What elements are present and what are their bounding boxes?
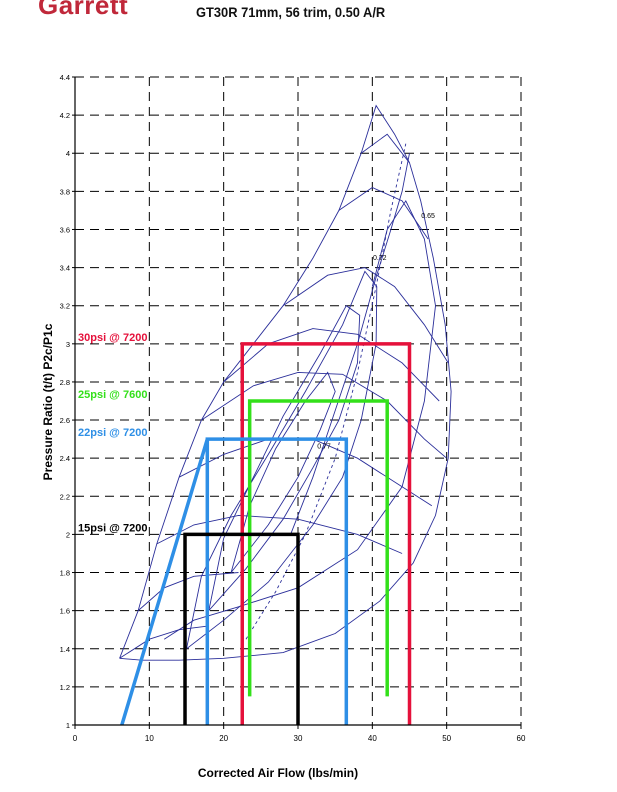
y-axis-label: Pressure Ratio (t/t) P2c/P1c	[41, 323, 55, 480]
axes: 0 10 20 30 40 50 60 1 1.2 1.4 1.6 1.8 2 2.2 2.4 2.6 2.8 3…	[60, 73, 526, 743]
x-axis-label: Corrected Air Flow (lbs/min)	[198, 766, 358, 780]
y-tick-label: 1.8	[60, 569, 70, 578]
boost-rect-22psi	[205, 437, 349, 725]
speed-line	[201, 371, 447, 459]
boost-rect-15psi	[183, 532, 300, 725]
y-tick-label: 2	[66, 530, 70, 539]
y-tick-label: 3.2	[60, 302, 70, 311]
map-outline	[119, 104, 452, 661]
y-tick-label: 3.8	[60, 187, 70, 196]
y-tick-label: 3	[66, 340, 70, 349]
efficiency-island	[290, 153, 410, 535]
efficiency-island	[186, 270, 378, 650]
y-tick-label: 4.2	[60, 111, 70, 120]
x-tick-label: 60	[517, 734, 526, 743]
speed-line	[223, 328, 440, 402]
speed-line	[156, 514, 403, 554]
x-tick-label: 10	[145, 734, 154, 743]
series-label: 22psi @ 7200	[78, 427, 147, 439]
y-tick-label: 3.6	[60, 225, 70, 234]
series-label: 30psi @ 7200	[78, 332, 147, 344]
y-tick-label: 2.6	[60, 416, 70, 425]
x-tick-label: 50	[442, 734, 451, 743]
speed-line	[360, 133, 410, 164]
x-tick-label: 40	[368, 734, 377, 743]
x-tick-label: 30	[294, 734, 303, 743]
y-tick-label: 1	[66, 721, 70, 730]
y-tick-label: 2.8	[60, 378, 70, 387]
efficiency-island	[230, 371, 336, 573]
efficiency-label: 0.65	[421, 213, 435, 220]
series-labels: 30psi @ 7200 25psi @ 7600 22psi @ 7200 15ps…	[78, 332, 147, 535]
efficiency-label: 0.77	[317, 444, 331, 451]
chart-title: GT30R 71mm, 56 trim, 0.50 A/R	[196, 4, 386, 20]
y-tick-label: 1.4	[60, 645, 70, 654]
y-tick-label: 2.2	[60, 492, 70, 501]
spool-line	[120, 438, 209, 726]
efficiency-island	[163, 199, 436, 640]
x-tick-label: 0	[73, 734, 78, 743]
surge-centerline	[245, 143, 407, 640]
boost-rect-25psi	[247, 399, 389, 697]
boost-rectangles	[120, 342, 412, 726]
series-label: 25psi @ 7600	[78, 389, 147, 401]
y-tick-label: 3.4	[60, 264, 70, 273]
y-tick-label: 4	[66, 149, 70, 158]
y-tick-label: 1.6	[60, 607, 70, 616]
speed-line	[282, 267, 449, 364]
y-tick-label: 1.2	[60, 683, 70, 692]
y-tick-label: 4.4	[60, 73, 70, 82]
speed-line	[119, 625, 209, 659]
speed-line	[338, 186, 429, 240]
y-tick-label: 2.4	[60, 454, 70, 463]
x-tick-label: 20	[219, 734, 228, 743]
efficiency-island	[208, 305, 361, 611]
series-label: 15psi @ 7200	[78, 522, 147, 534]
compressor-map: 0.65 0.72 0.77	[119, 104, 452, 661]
brand-logo: Garrett	[38, 0, 129, 20]
efficiency-label: 0.72	[373, 255, 387, 262]
